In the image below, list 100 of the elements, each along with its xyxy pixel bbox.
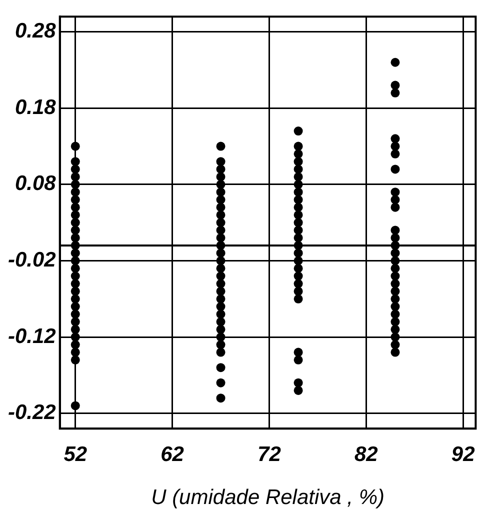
- point: [294, 355, 303, 364]
- point: [70, 202, 80, 212]
- point: [294, 172, 303, 182]
- x-tick-label: 82: [354, 442, 378, 466]
- point: [390, 88, 400, 98]
- point: [294, 348, 303, 357]
- point: [294, 188, 303, 197]
- point: [70, 294, 80, 304]
- point: [390, 324, 400, 334]
- point: [216, 248, 226, 258]
- x-tick-label: 72: [258, 442, 282, 466]
- point: [216, 332, 226, 342]
- point: [294, 233, 303, 242]
- point: [216, 233, 226, 242]
- point: [390, 264, 400, 273]
- y-tick-label: -0.22: [8, 401, 56, 424]
- point: [70, 302, 80, 312]
- point: [70, 164, 80, 174]
- point: [216, 378, 226, 388]
- point: [70, 272, 80, 281]
- point: [390, 332, 400, 342]
- point: [70, 401, 80, 410]
- point: [216, 394, 226, 403]
- point: [216, 272, 226, 281]
- point: [70, 332, 80, 342]
- point: [216, 172, 226, 182]
- point: [70, 355, 80, 364]
- x-tick-label: 92: [451, 442, 476, 466]
- point: [70, 348, 80, 357]
- point: [390, 164, 400, 174]
- point: [390, 256, 400, 266]
- y-tick-label: 0.08: [14, 172, 56, 196]
- point: [216, 195, 226, 204]
- point: [294, 272, 303, 281]
- point: [216, 302, 226, 312]
- point: [216, 210, 226, 220]
- point: [294, 218, 303, 228]
- point: [390, 310, 400, 319]
- point: [216, 264, 226, 273]
- point: [216, 180, 226, 189]
- point: [294, 279, 303, 288]
- point: [70, 256, 80, 266]
- point: [70, 317, 80, 326]
- point: [294, 149, 303, 158]
- point: [294, 195, 303, 204]
- point: [216, 317, 226, 326]
- point: [390, 149, 400, 158]
- point: [216, 310, 226, 319]
- point: [70, 286, 80, 296]
- point: [294, 248, 303, 258]
- point: [294, 164, 303, 174]
- y-tick-label: -0.12: [8, 324, 56, 348]
- point: [70, 142, 80, 151]
- point: [294, 210, 303, 220]
- point: [294, 202, 303, 212]
- point: [70, 188, 80, 197]
- point: [70, 172, 80, 182]
- point: [294, 142, 303, 151]
- point: [216, 363, 226, 372]
- y-tick-label: 0.28: [14, 20, 56, 43]
- point: [216, 142, 226, 151]
- point: [294, 386, 303, 395]
- point: [216, 226, 226, 235]
- point: [216, 294, 226, 304]
- point: [390, 317, 400, 326]
- point: [390, 286, 400, 296]
- point: [390, 188, 400, 197]
- point: [70, 279, 80, 288]
- point: [390, 58, 400, 67]
- point: [70, 218, 80, 228]
- point: [390, 195, 400, 204]
- y-tick-label: 0.18: [14, 96, 56, 119]
- point: [294, 286, 303, 296]
- point: [216, 324, 226, 334]
- point: [216, 340, 226, 350]
- point: [216, 256, 226, 266]
- point: [390, 272, 400, 281]
- x-tick-label: 62: [160, 442, 184, 466]
- point: [390, 294, 400, 304]
- point: [70, 248, 80, 258]
- point: [294, 256, 303, 266]
- point: [70, 180, 80, 189]
- point: [70, 324, 80, 334]
- point: [216, 164, 226, 174]
- point: [390, 226, 400, 235]
- point: [216, 157, 226, 166]
- point: [70, 340, 80, 350]
- point: [390, 340, 400, 350]
- point: [294, 126, 303, 136]
- point: [216, 279, 226, 288]
- point: [294, 157, 303, 166]
- point: [70, 310, 80, 319]
- point: [70, 210, 80, 220]
- x-axis-title: U (umidade Relativa , %): [151, 486, 384, 510]
- point: [390, 348, 400, 357]
- point: [390, 142, 400, 151]
- point: [70, 233, 80, 242]
- point: [216, 188, 226, 197]
- point: [294, 226, 303, 235]
- point: [390, 202, 400, 212]
